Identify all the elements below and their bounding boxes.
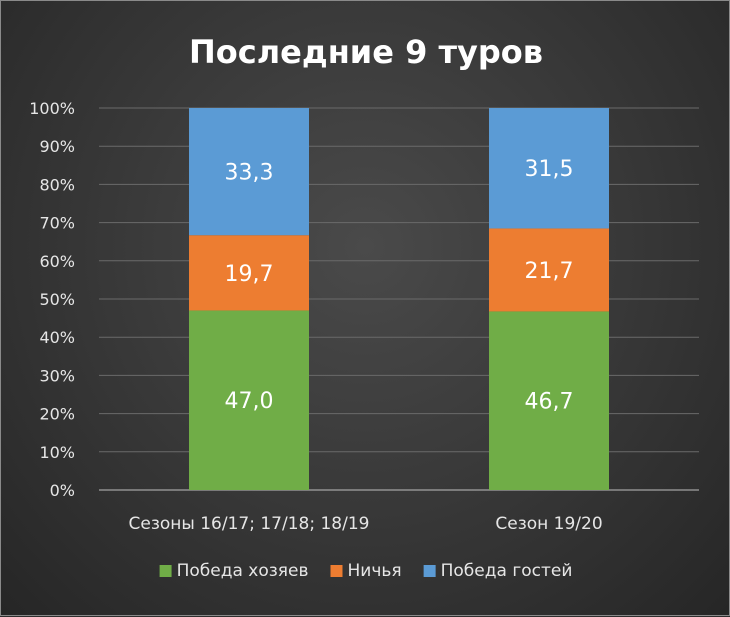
data-labels-layer: 47,0 19,7 33,3 46,7 21,7 31,5 <box>225 157 574 414</box>
chart-title: Последние 9 туров <box>189 33 543 71</box>
legend-item: Ничья <box>330 561 402 581</box>
bar-segment <box>189 108 309 236</box>
y-tick-label: 0% <box>50 481 75 500</box>
y-tick-label: 40% <box>39 328 75 347</box>
bar-segment <box>189 235 309 311</box>
y-tick-label: 10% <box>39 443 75 462</box>
legend-item: Победа гостей <box>423 561 573 581</box>
legend-swatch <box>330 565 343 577</box>
legend-label: Ничья <box>348 561 402 581</box>
legend-label: Победа гостей <box>441 561 573 581</box>
y-axis-ticks: 0% 10% 20% 30% 40% 50% 60% 70% 80% 90% 100% <box>29 99 75 500</box>
data-label: 31,5 <box>525 157 574 182</box>
y-tick-label: 90% <box>39 137 75 156</box>
bar-segment <box>489 311 609 490</box>
y-tick-label: 100% <box>29 99 75 118</box>
y-tick-label: 30% <box>39 366 75 385</box>
y-tick-label: 50% <box>39 290 75 309</box>
y-tick-label: 60% <box>39 252 75 271</box>
bar-segment <box>189 310 309 490</box>
data-label: 21,7 <box>525 259 574 284</box>
bar-segment <box>489 228 609 312</box>
x-category-label: Сезон 19/20 <box>495 514 602 534</box>
data-label: 33,3 <box>225 161 274 186</box>
bar-segment <box>489 108 609 229</box>
data-label: 46,7 <box>525 390 574 415</box>
bars-layer <box>189 108 609 490</box>
x-axis-categories: Сезоны 16/17; 17/18; 18/19 Сезон 19/20 <box>129 514 603 534</box>
y-tick-label: 70% <box>39 214 75 233</box>
legend-label: Победа хозяев <box>177 561 309 581</box>
legend-swatch <box>423 565 436 577</box>
data-label: 47,0 <box>225 389 274 414</box>
x-category-label: Сезоны 16/17; 17/18; 18/19 <box>129 514 370 534</box>
legend: Победа хозяев Ничья Победа гостей <box>159 561 573 581</box>
y-tick-label: 80% <box>39 175 75 194</box>
data-label: 19,7 <box>225 262 274 287</box>
y-tick-label: 20% <box>39 405 75 424</box>
legend-swatch <box>159 565 172 577</box>
legend-item: Победа хозяев <box>159 561 309 581</box>
